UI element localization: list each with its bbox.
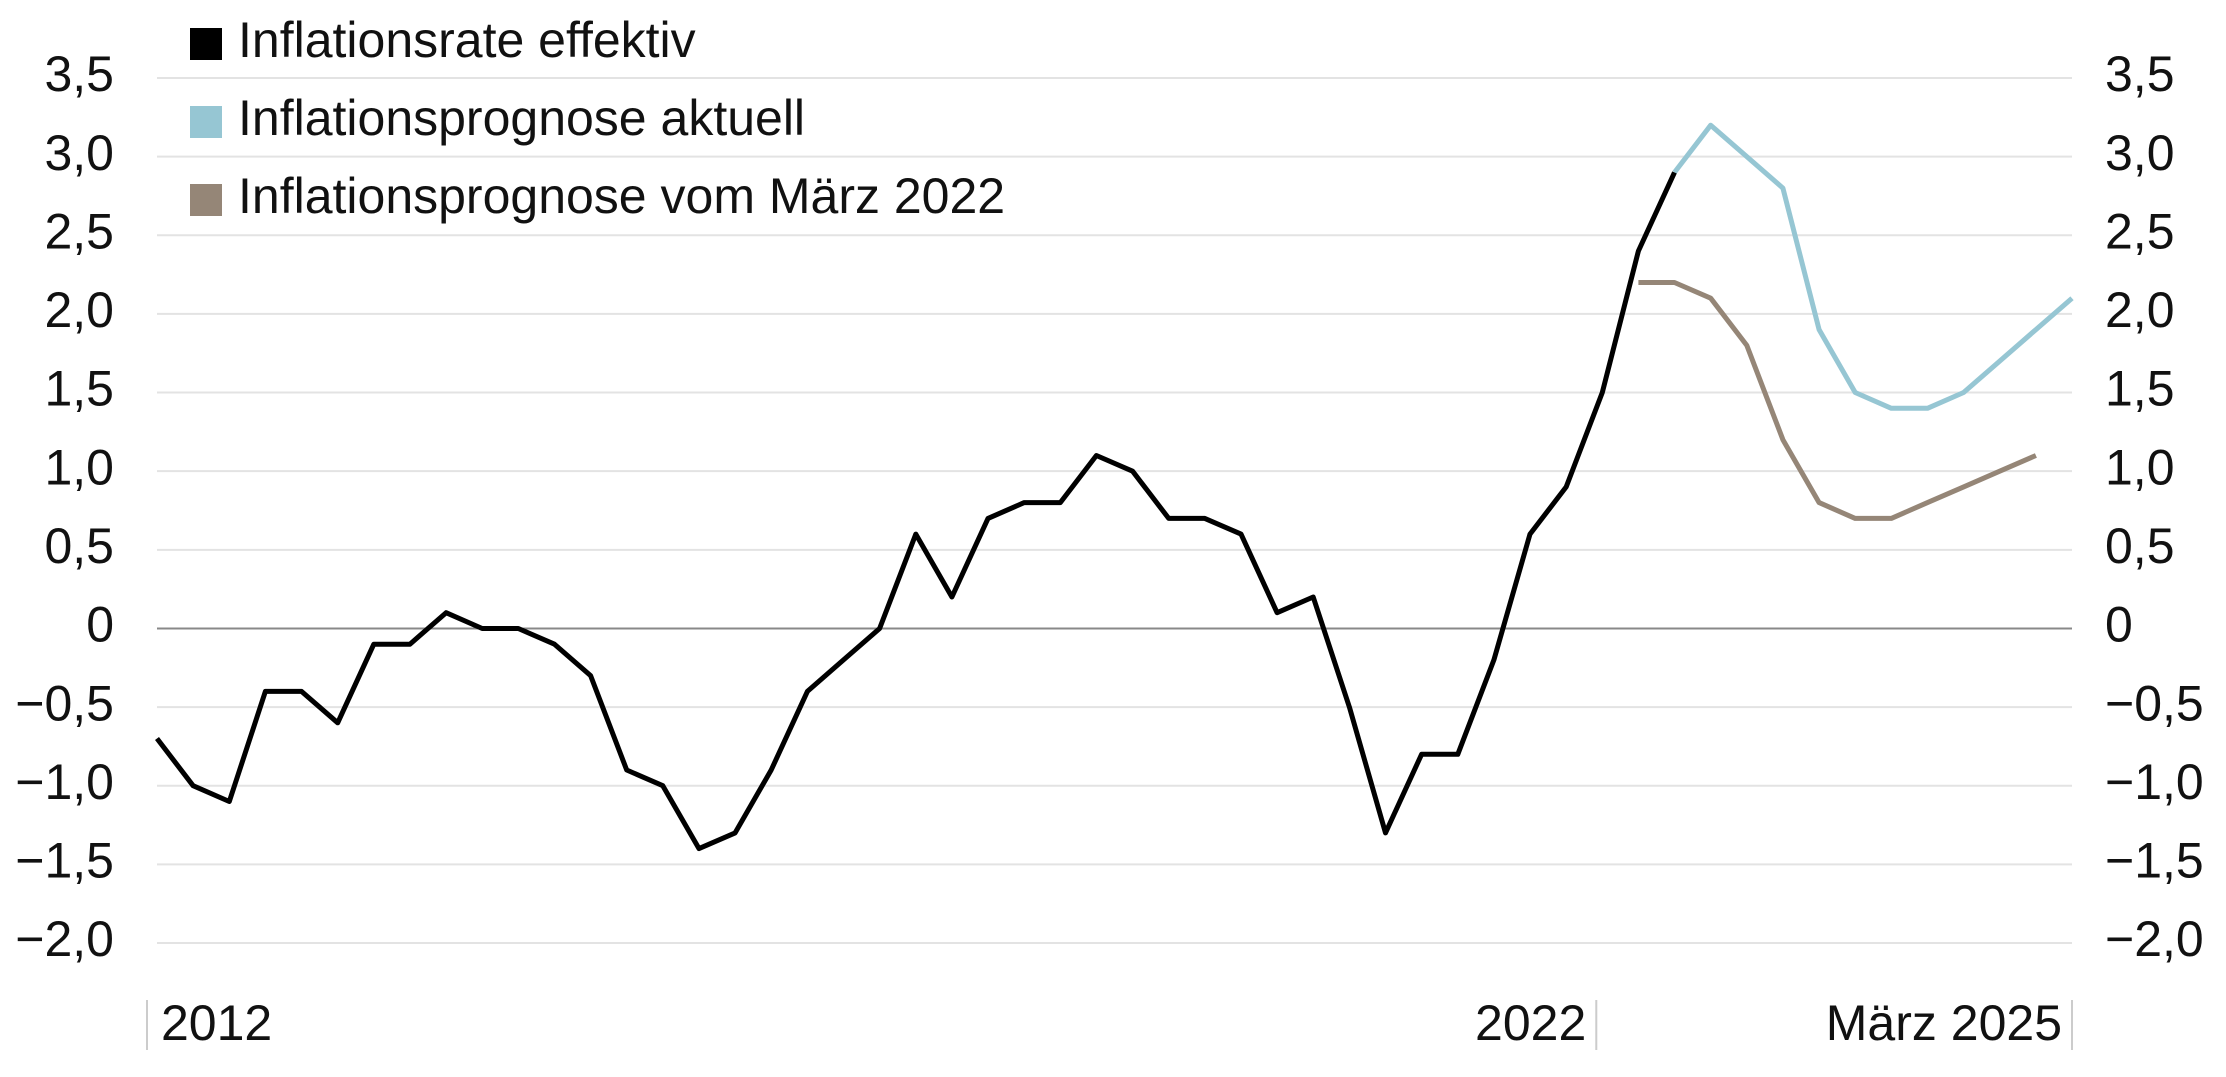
y2-tick-label: 0,5 [2105, 518, 2175, 574]
y-tick-label: 1,5 [44, 361, 114, 417]
y2-tick-label: −0,5 [2105, 675, 2204, 731]
y2-tick-label: 2,5 [2105, 203, 2175, 259]
y2-tick-label: 1,5 [2105, 361, 2175, 417]
legend-swatch [190, 106, 222, 138]
legend-swatch [190, 28, 222, 60]
y2-tick-label: −1,5 [2105, 833, 2204, 889]
y-tick-label: 3,0 [44, 125, 114, 181]
line-series [155, 171, 1677, 852]
x-tick-label: 2022 [1475, 995, 1586, 1051]
y2-tick-label: 1,0 [2105, 439, 2175, 495]
y-tick-label: −1,5 [15, 833, 114, 889]
y-tick-label: 1,0 [44, 439, 114, 495]
y-tick-label: −2,0 [15, 911, 114, 967]
y2-tick-label: −2,0 [2105, 911, 2204, 967]
y2-tick-label: −1,0 [2105, 754, 2204, 810]
legend-label: Inflationsprognose aktuell [238, 90, 805, 146]
line-series [1638, 280, 2037, 521]
y-tick-label: 2,0 [44, 282, 114, 338]
x-tick-label: März 2025 [1826, 995, 2062, 1051]
y2-tick-label: 0 [2105, 597, 2133, 653]
y-tick-label: −0,5 [15, 675, 114, 731]
y-tick-label: 0,5 [44, 518, 114, 574]
legend-label: Inflationsrate effektiv [238, 12, 696, 68]
y-tick-label: 3,5 [44, 46, 114, 102]
x-tick-label: 2012 [161, 995, 272, 1051]
legend-swatch [190, 184, 222, 216]
y2-tick-label: 2,0 [2105, 282, 2175, 338]
y2-tick-label: 3,0 [2105, 125, 2175, 181]
y-tick-label: −1,0 [15, 754, 114, 810]
y-tick-label: 0 [86, 597, 114, 653]
y-tick-label: 2,5 [44, 203, 114, 259]
legend-label: Inflationsprognose vom März 2022 [238, 168, 1005, 224]
y2-tick-label: 3,5 [2105, 46, 2175, 102]
line-series [1672, 122, 2074, 411]
